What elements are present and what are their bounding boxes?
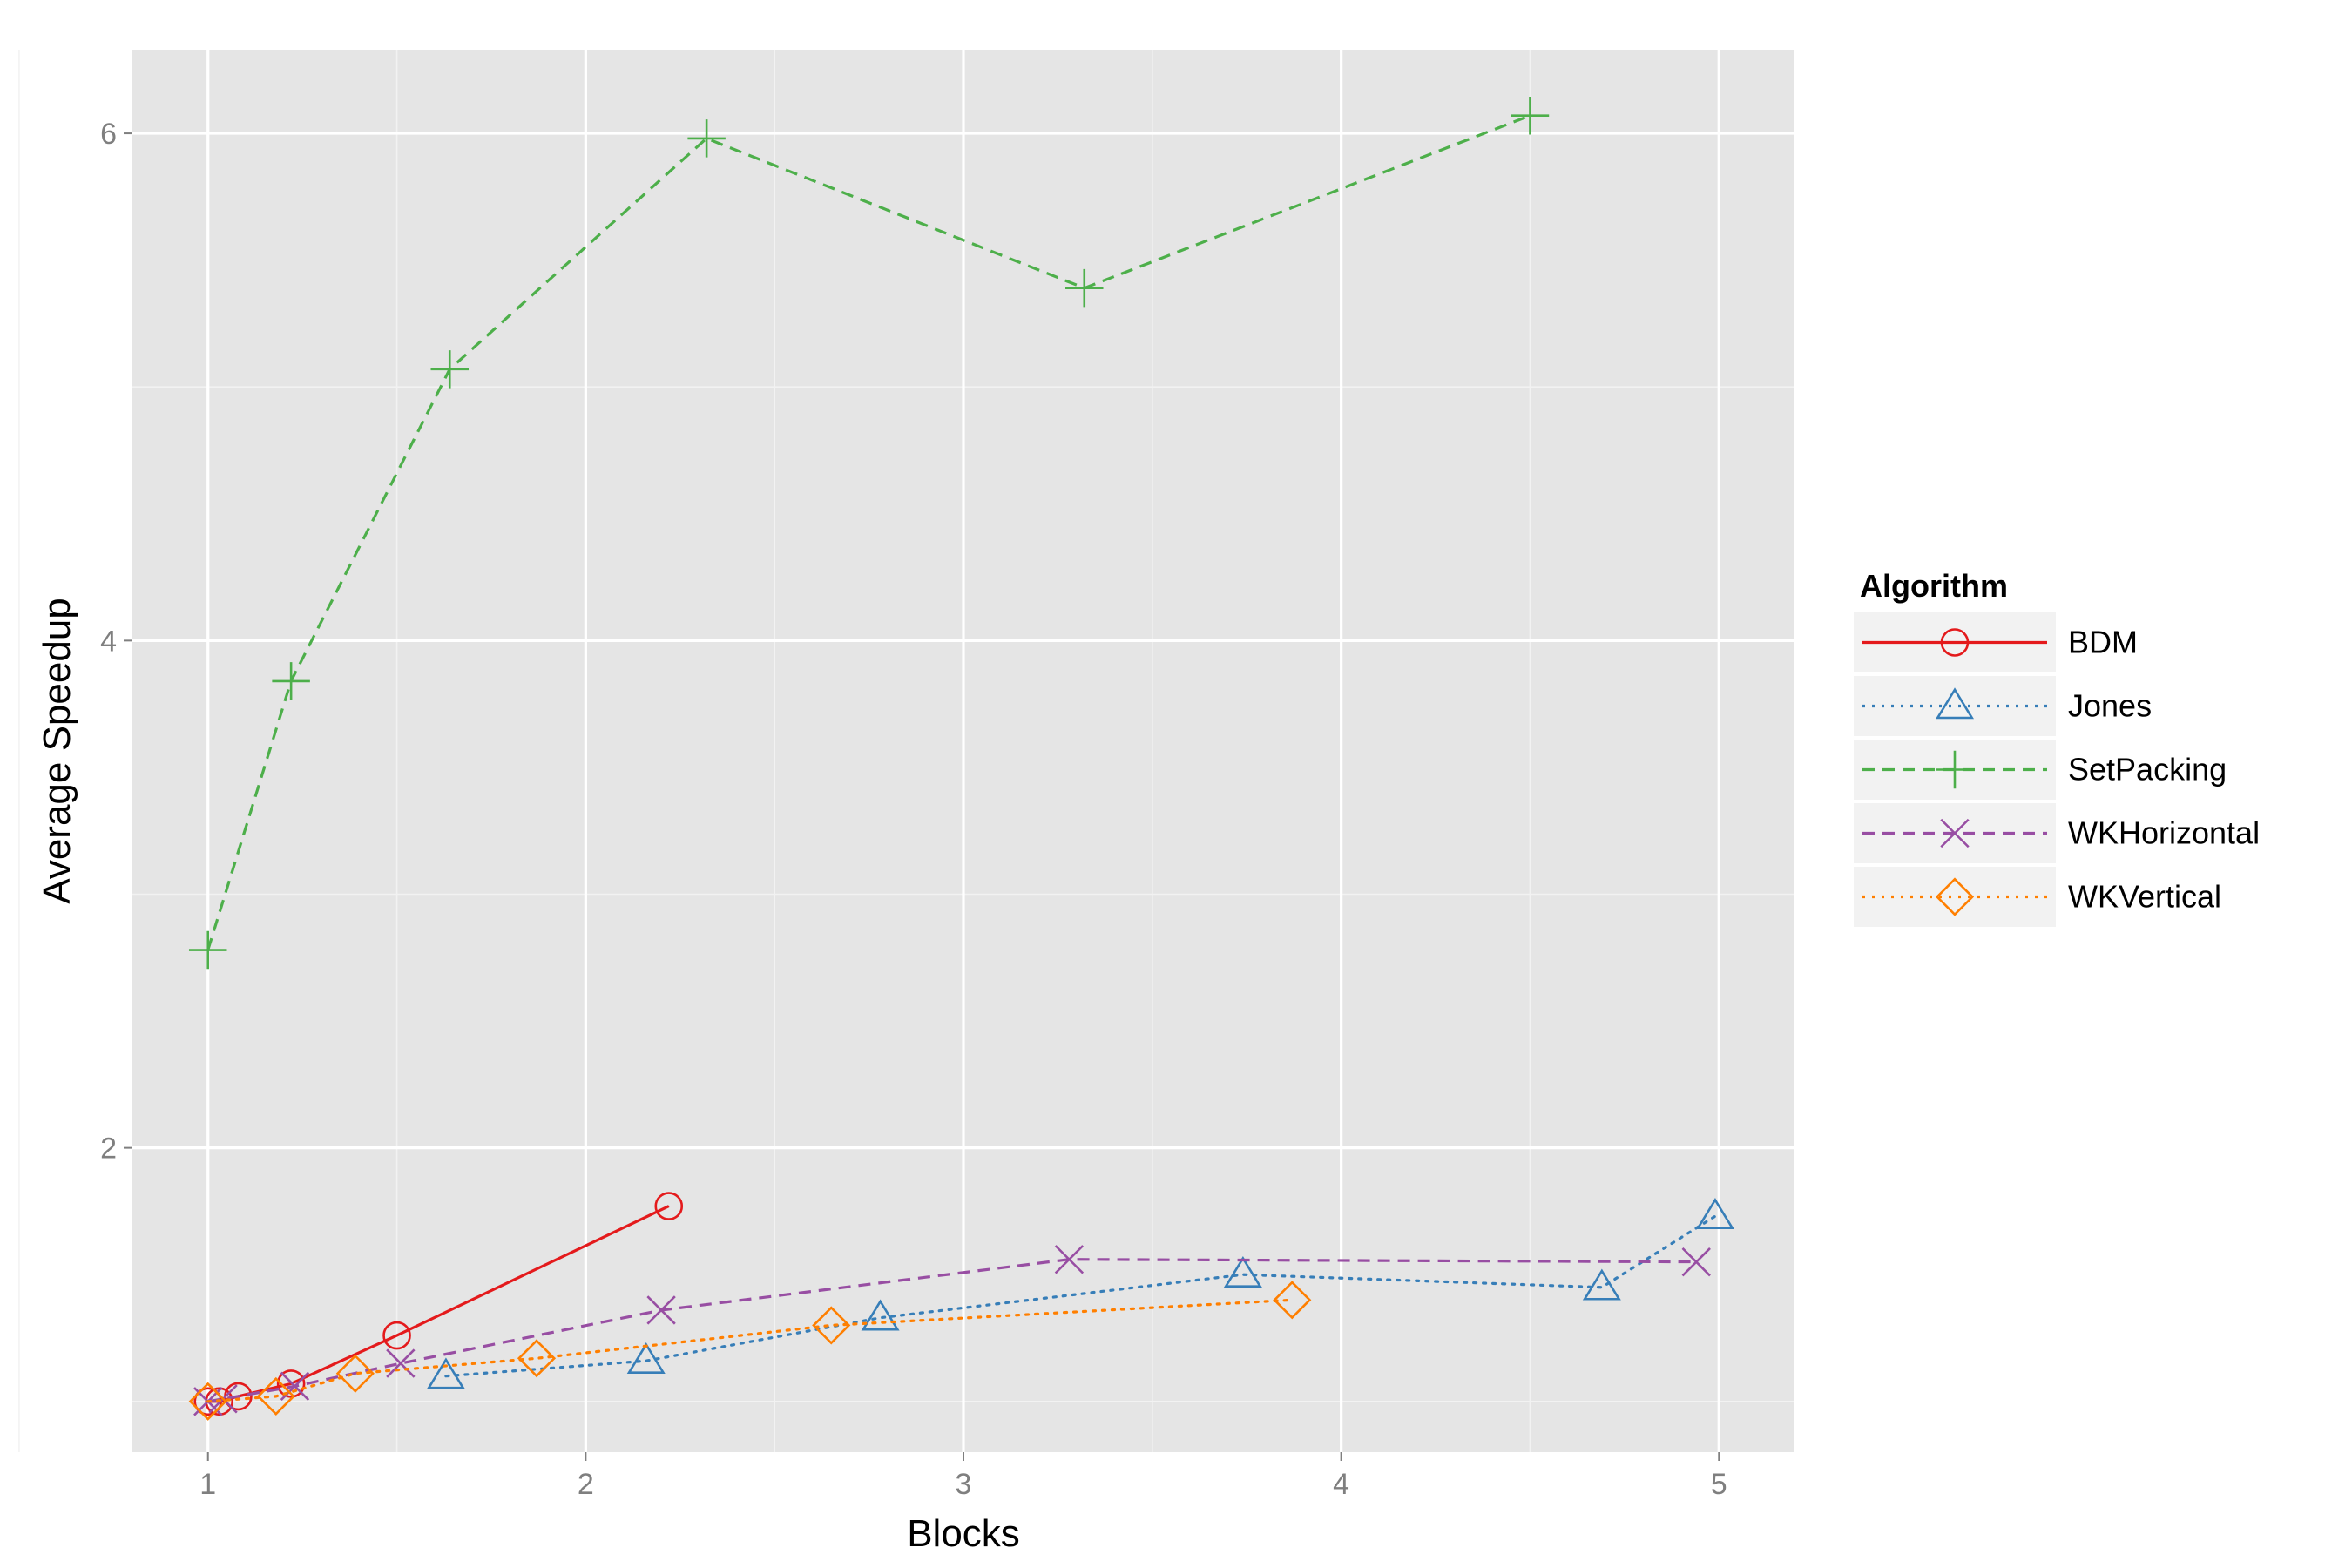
series-wkvertical [188,1281,1312,1421]
data-point-bdm [276,1369,306,1398]
legend-marker [1940,818,1970,848]
data-point-setpacking [430,350,470,389]
data-point-wkhorizontal [646,1295,676,1325]
y-tick-label: 6 [100,118,117,151]
data-point-wkhorizontal [1054,1245,1085,1274]
data-point-setpacking [687,119,726,158]
x-axis-title: Blocks [907,1512,1020,1555]
y-tick-label: 2 [100,1132,117,1166]
legend-title: Algorithm [1860,568,2008,604]
x-tick-label: 4 [1333,1468,1349,1501]
legend-marker [1935,687,1975,720]
legend-item-jones: Jones [1854,676,2152,736]
x-tick-label: 1 [199,1468,216,1501]
legend-item-wkvertical: WKVertical [1854,867,2221,927]
legend-key-bg [1854,676,2056,736]
data-point-wkvertical [335,1354,375,1393]
data-point-wkhorizontal [1681,1247,1711,1277]
series-setpacking [188,96,1550,970]
legend-item-wkhorizontal: WKHorizontal [1854,803,2260,863]
data-point-setpacking [1511,96,1550,135]
legend-marker [1935,877,1975,916]
data-point-wkvertical [517,1339,557,1378]
data-point-jones [861,1299,900,1331]
series-jones [426,1197,1734,1389]
legend-label: WKVertical [2068,879,2221,915]
legend-label: SetPacking [2068,752,2227,787]
legend-label: BDM [2068,625,2138,660]
series-line-setpacking [206,114,1531,950]
legend-key-bg [1854,867,2056,927]
series-line-wkvertical [206,1298,1294,1403]
data-point-wkvertical [812,1306,851,1345]
legend-marker [1940,628,1970,657]
data-point-jones [1223,1255,1262,1288]
legend-item-setpacking: SetPacking [1854,740,2227,800]
legend: Algorithm BDM Jones SetPacking WKHorizontal… [1854,568,2260,927]
data-point-jones [1695,1197,1734,1230]
data-point-bdm [654,1192,684,1220]
axis-ticks [124,132,1720,1461]
data-point-setpacking [1065,268,1104,308]
legend-items: BDM Jones SetPacking WKHorizontal WKVertical [1854,612,2260,927]
y-tick-label: 4 [100,625,117,658]
data-point-jones [626,1342,666,1374]
data-point-setpacking [188,930,227,970]
legend-item-bdm: BDM [1854,612,2138,672]
series-line-jones [444,1214,1717,1378]
x-tick-label: 3 [956,1468,972,1501]
x-tick-labels: 1 2 3 4 5 [199,1468,1727,1501]
data-point-wkvertical [188,1382,227,1421]
data-point-wkvertical [256,1376,295,1416]
data-point-setpacking [272,662,310,700]
data-point-wkhorizontal [280,1371,310,1401]
data-point-bdm [205,1387,234,1416]
grid-major [132,50,1794,1452]
series-layer [188,96,1734,1421]
data-point-jones [426,1357,465,1389]
legend-label: Jones [2068,688,2152,724]
data-point-jones [1582,1268,1621,1301]
data-point-wkvertical [1273,1281,1312,1320]
x-tick-label: 2 [578,1468,594,1501]
y-axis-title: Average Speedup [36,598,78,903]
legend-label: WKHorizontal [2068,815,2260,851]
x-tick-label: 5 [1711,1468,1727,1501]
y-tick-labels: 2 4 6 [100,118,117,1166]
data-point-wkhorizontal [386,1348,416,1378]
data-point-bdm [382,1321,411,1350]
legend-marker [1936,750,1974,789]
